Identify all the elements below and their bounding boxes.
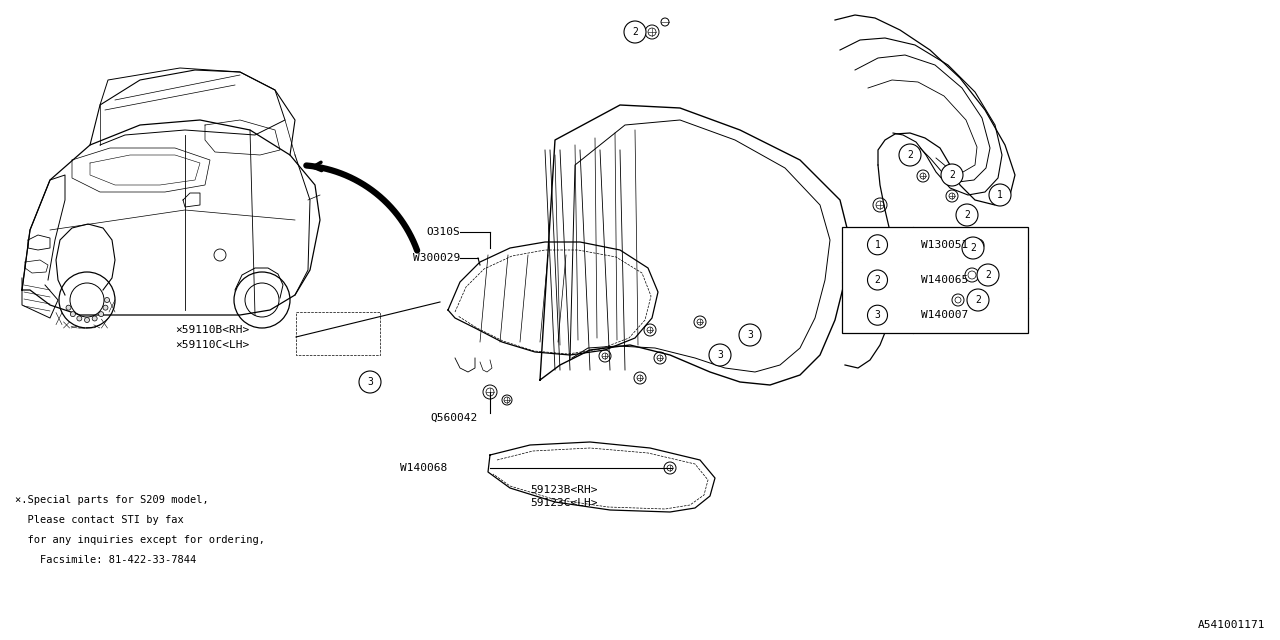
Circle shape [358, 371, 381, 393]
Text: 3: 3 [717, 350, 723, 360]
Text: ×59110B<RH>: ×59110B<RH> [175, 325, 250, 335]
Text: W140065: W140065 [920, 275, 968, 285]
Circle shape [105, 298, 110, 303]
Text: A541001171: A541001171 [1198, 620, 1265, 630]
Circle shape [77, 316, 82, 321]
Text: 2: 2 [986, 270, 991, 280]
Text: 3: 3 [874, 310, 881, 320]
Text: ×.Special parts for S209 model,: ×.Special parts for S209 model, [15, 495, 209, 505]
Circle shape [214, 249, 227, 261]
Text: Please contact STI by fax: Please contact STI by fax [15, 515, 184, 525]
Circle shape [899, 144, 922, 166]
Text: 2: 2 [908, 150, 913, 160]
Text: W300029: W300029 [412, 253, 460, 263]
Text: 59123C<LH>: 59123C<LH> [530, 498, 598, 508]
Text: 2: 2 [632, 27, 637, 37]
Circle shape [99, 312, 104, 317]
Text: 1: 1 [874, 240, 881, 250]
Circle shape [70, 312, 76, 317]
Text: W130051: W130051 [920, 240, 968, 250]
Circle shape [102, 305, 108, 310]
Circle shape [739, 324, 762, 346]
Circle shape [868, 235, 887, 255]
Text: 59123B<RH>: 59123B<RH> [530, 485, 598, 495]
Text: 2: 2 [975, 295, 980, 305]
Circle shape [625, 21, 646, 43]
Text: 2: 2 [874, 275, 881, 285]
Circle shape [92, 316, 97, 321]
Circle shape [868, 270, 887, 290]
Text: ×59110C<LH>: ×59110C<LH> [175, 340, 250, 350]
Text: O310S: O310S [426, 227, 460, 237]
Text: Q560042: Q560042 [430, 413, 477, 423]
Text: 3: 3 [367, 377, 372, 387]
Text: W140068: W140068 [399, 463, 447, 473]
Text: W140007: W140007 [920, 310, 968, 320]
Circle shape [977, 264, 998, 286]
Circle shape [941, 164, 963, 186]
Circle shape [84, 317, 90, 323]
Text: 3: 3 [748, 330, 753, 340]
Text: for any inquiries except for ordering,: for any inquiries except for ordering, [15, 535, 265, 545]
Circle shape [709, 344, 731, 366]
Circle shape [966, 289, 989, 311]
Text: 2: 2 [948, 170, 955, 180]
Circle shape [963, 237, 984, 259]
Circle shape [956, 204, 978, 226]
Circle shape [67, 305, 70, 310]
Bar [842, 227, 1028, 333]
Text: 1: 1 [997, 190, 1004, 200]
Circle shape [989, 184, 1011, 206]
Text: 2: 2 [970, 243, 975, 253]
Text: Facsimile: 81-422-33-7844: Facsimile: 81-422-33-7844 [15, 555, 196, 565]
Text: 2: 2 [964, 210, 970, 220]
Circle shape [868, 305, 887, 325]
